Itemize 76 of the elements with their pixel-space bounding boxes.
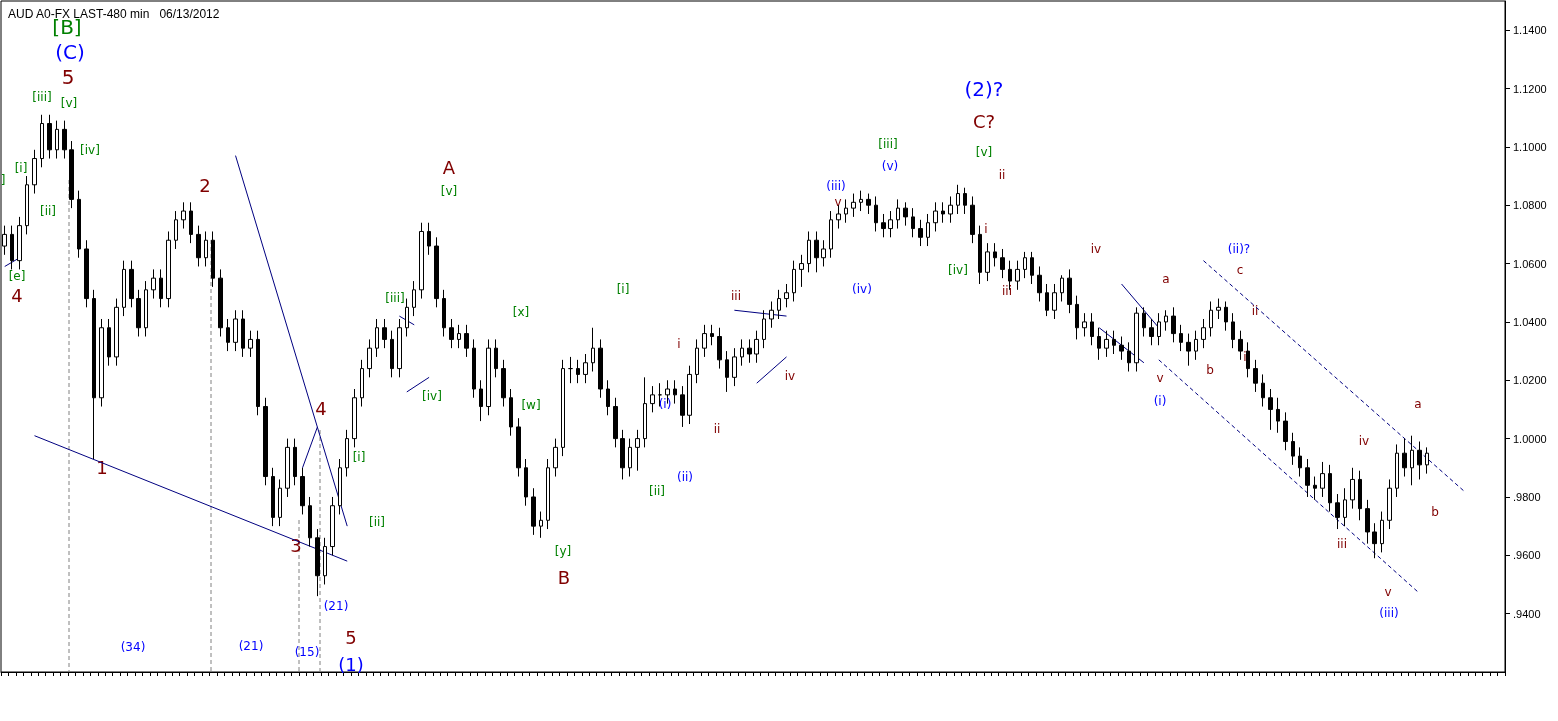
annotation: 2 — [199, 174, 211, 196]
annotation: [y] — [554, 544, 572, 558]
annotation: [i] — [352, 450, 366, 464]
annotation: (21) — [238, 639, 264, 653]
annotation: v — [834, 195, 842, 209]
annotation: ii — [998, 168, 1006, 182]
annotation: iv — [1090, 242, 1102, 256]
annotation: iii — [730, 289, 742, 303]
annotation: [ii] — [648, 484, 666, 498]
annotation: iv — [1358, 434, 1370, 448]
y-tick-label: 1.0400 — [1513, 315, 1547, 328]
y-tick-label: 1.0200 — [1513, 374, 1547, 387]
annotation: [iv] — [948, 263, 968, 277]
annotation: iii — [1001, 284, 1013, 298]
annotation: a — [1162, 272, 1170, 286]
y-tick-label: .9400 — [1513, 607, 1541, 620]
y-tick-label: 1.0000 — [1513, 432, 1547, 445]
annotation: (i) — [658, 397, 672, 411]
y-tick-label: .9600 — [1513, 549, 1541, 562]
annotation: B — [557, 566, 571, 588]
annotation: a — [1414, 397, 1422, 411]
annotation: iv — [784, 369, 796, 383]
annotation: [e] — [8, 269, 26, 283]
annotation: (iii) — [1379, 606, 1399, 620]
annotation: (C) — [55, 40, 85, 64]
annotation: c — [1236, 263, 1244, 277]
annotation: C? — [972, 110, 996, 132]
annotation: [x] — [512, 305, 530, 319]
y-tick-label: 1.0600 — [1513, 257, 1547, 270]
annotation: (i) — [1153, 394, 1167, 408]
annotation: [v] — [60, 96, 78, 110]
annotation: ii — [1251, 304, 1259, 318]
annotation: (2)? — [964, 77, 1004, 101]
annotation: (iv) — [852, 282, 872, 296]
annotation: [i] — [14, 161, 28, 175]
annotation: i — [1243, 350, 1247, 364]
annotation: b — [1206, 363, 1214, 377]
annotation: [iii] — [32, 90, 52, 104]
annotation: 3 — [290, 534, 302, 556]
annotation: [ii] — [368, 515, 386, 529]
y-tick-label: 1.1400 — [1513, 24, 1547, 37]
annotation: (1) — [338, 653, 364, 675]
annotation: [iii] — [878, 137, 898, 151]
annotation: [iv] — [80, 143, 100, 157]
annotation: ] — [0, 173, 6, 187]
annotation: 4 — [315, 397, 327, 419]
annotation: i — [677, 337, 681, 351]
annotation: (34) — [120, 640, 146, 654]
annotation: (ii)? — [1227, 242, 1251, 256]
y-tick-label: .9800 — [1513, 490, 1541, 503]
annotation: b — [1431, 505, 1439, 519]
annotation: 1 — [96, 456, 108, 478]
annotation: (v) — [881, 159, 899, 173]
annotation: [w] — [521, 398, 541, 412]
annotation: [iii] — [385, 291, 405, 305]
annotation: i — [984, 222, 988, 236]
annotation: 5 — [61, 65, 75, 89]
annotation: 5 — [345, 626, 357, 648]
annotation: [ii] — [39, 204, 57, 218]
annotation: v — [1156, 371, 1164, 385]
y-tick-label: 1.1200 — [1513, 82, 1547, 95]
annotation: 4 — [11, 284, 23, 306]
annotation: iii — [1336, 537, 1348, 551]
annotation: (ii) — [676, 470, 694, 484]
annotation: (21) — [323, 599, 349, 613]
annotation: A — [442, 156, 456, 178]
annotation: [v] — [975, 145, 993, 159]
y-tick-label: 1.1000 — [1513, 140, 1547, 153]
annotation: [iv] — [422, 389, 442, 403]
annotation: (15) — [294, 645, 320, 659]
annotation: (iii) — [826, 179, 846, 193]
annotation: [i] — [616, 282, 630, 296]
y-tick-label: 1.0800 — [1513, 199, 1547, 212]
annotation: [v] — [440, 184, 458, 198]
annotation: ii — [713, 422, 721, 436]
annotation: v — [1384, 585, 1392, 599]
